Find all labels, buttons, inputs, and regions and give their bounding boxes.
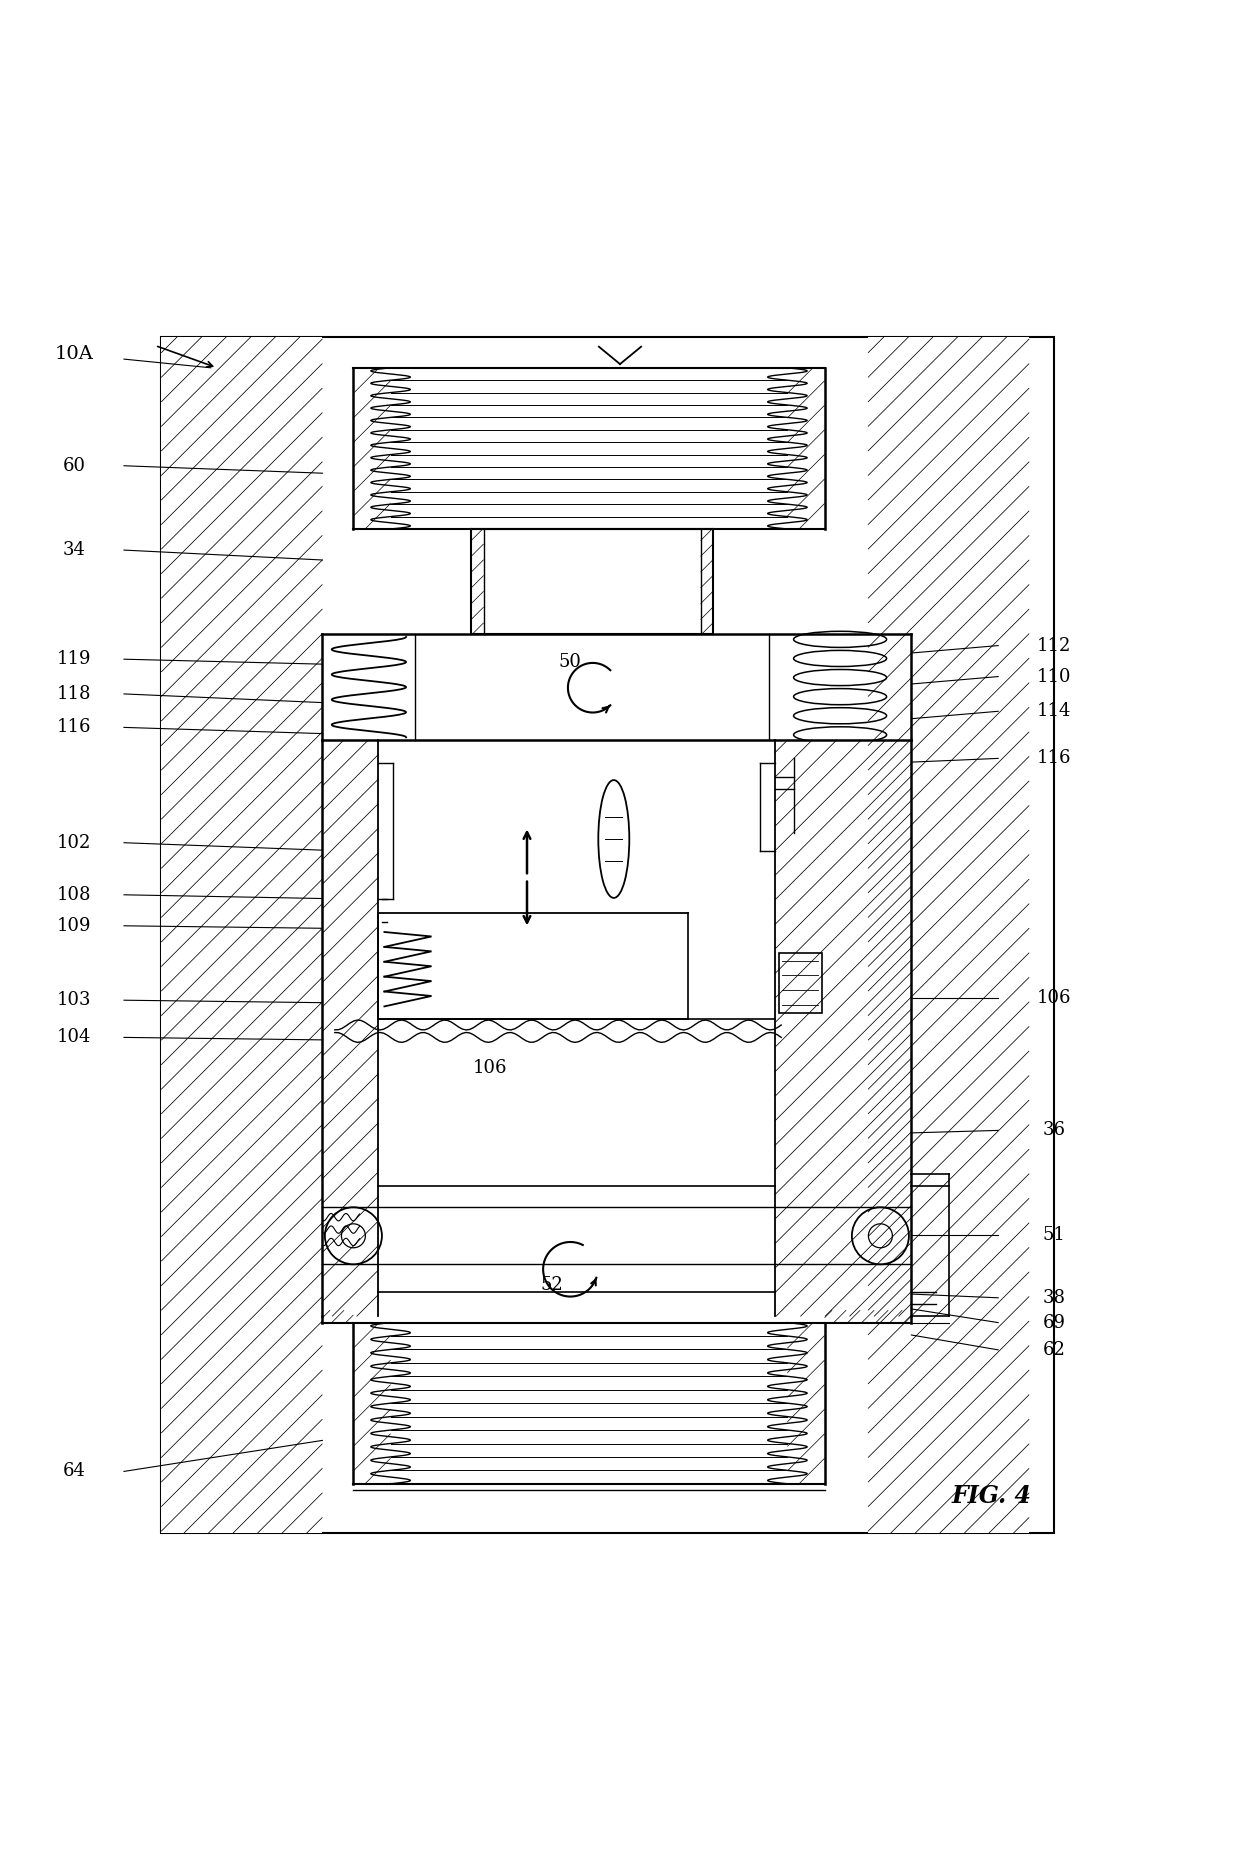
Text: 112: 112 [1037,637,1071,654]
Bar [825,1310,911,1323]
Bar [779,953,822,1012]
Text: 102: 102 [57,833,92,852]
Text: 110: 110 [1037,667,1071,686]
Bar [161,337,322,1534]
Text: 52: 52 [541,1277,563,1294]
Text: 51: 51 [1043,1225,1065,1243]
Circle shape [325,1208,382,1264]
Bar [322,740,378,1316]
Text: FIG. 4: FIG. 4 [952,1484,1032,1508]
Text: 36: 36 [1043,1122,1065,1139]
Text: 64: 64 [63,1463,86,1480]
Bar [353,1323,391,1484]
Text: 106: 106 [1037,988,1071,1007]
Ellipse shape [794,632,887,647]
Text: 103: 103 [57,992,92,1008]
Text: 10A: 10A [55,345,94,363]
Text: 119: 119 [57,651,92,667]
Bar [868,337,1029,1534]
Text: 118: 118 [57,684,92,703]
Text: 104: 104 [57,1029,92,1046]
Ellipse shape [794,651,887,667]
Text: 62: 62 [1043,1340,1065,1359]
Ellipse shape [794,669,887,686]
Text: 116: 116 [1037,749,1071,768]
Text: 116: 116 [57,718,92,736]
Circle shape [341,1225,366,1247]
Text: 69: 69 [1043,1314,1065,1331]
Ellipse shape [794,688,887,705]
Bar [471,529,484,634]
Text: 106: 106 [472,1059,507,1077]
Text: 114: 114 [1037,703,1071,720]
Ellipse shape [794,708,887,723]
Text: 108: 108 [57,885,92,904]
Text: 34: 34 [63,541,86,559]
Bar [787,367,825,529]
Bar [787,1323,825,1484]
Text: 50: 50 [559,652,582,671]
Bar [353,367,391,529]
Bar [775,740,911,1316]
Bar [701,529,713,634]
Bar [161,337,1054,1534]
Bar [322,1310,353,1323]
Text: 60: 60 [63,457,86,475]
Text: 38: 38 [1043,1288,1065,1307]
Text: 109: 109 [57,917,92,936]
Ellipse shape [794,727,887,744]
Circle shape [868,1225,893,1247]
Circle shape [852,1208,909,1264]
Ellipse shape [598,781,629,898]
